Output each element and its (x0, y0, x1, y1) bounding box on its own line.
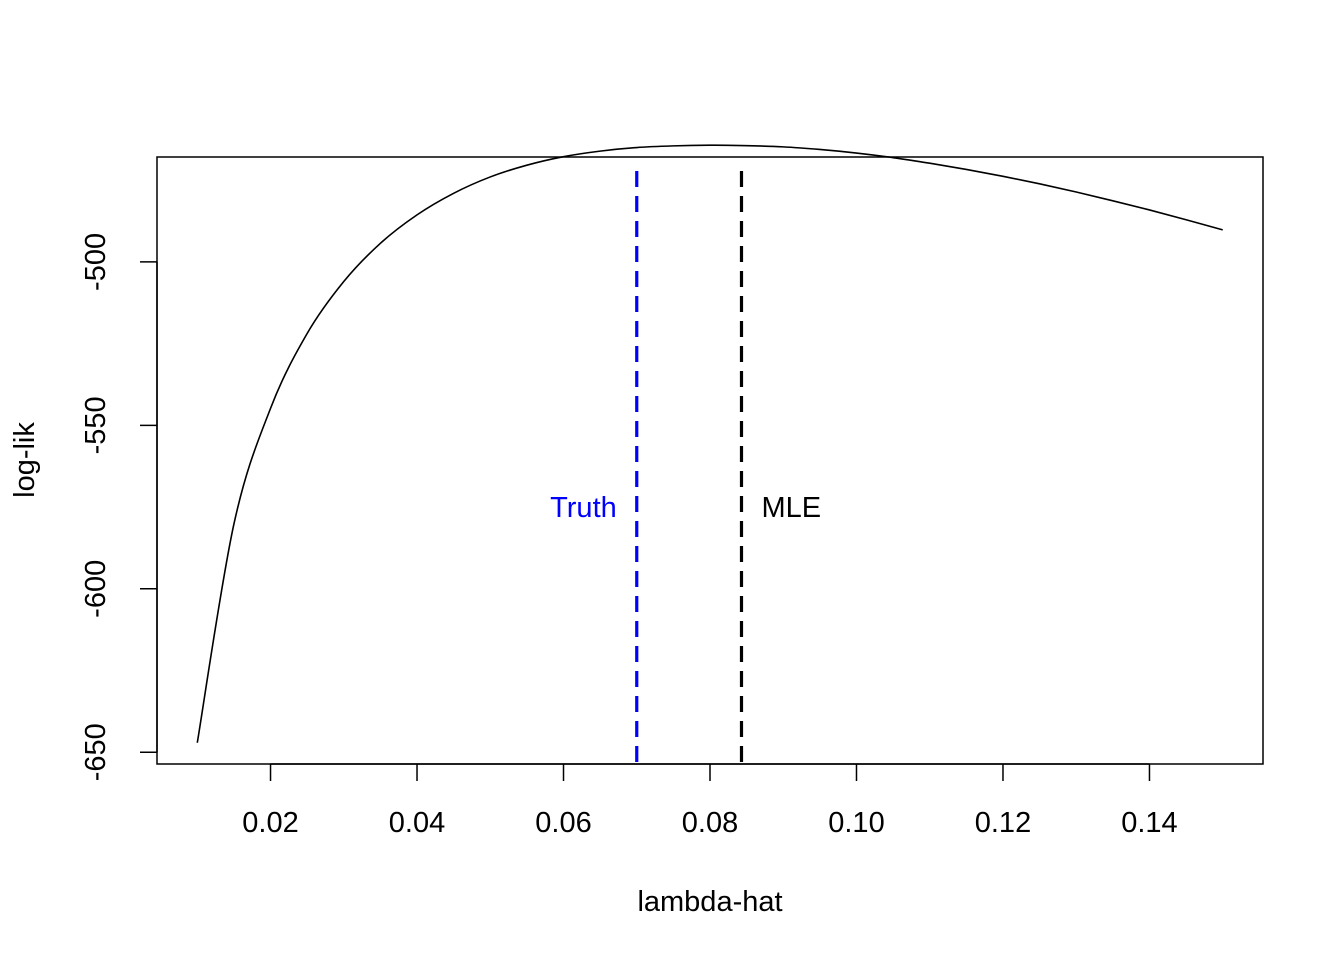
x-tick-label: 0.06 (535, 807, 591, 839)
x-tick-label: 0.14 (1121, 807, 1177, 839)
series-line (196, 144, 1223, 743)
x-tick-label: 0.08 (682, 807, 738, 839)
y-tick-label: -650 (80, 723, 112, 781)
x-tick-label: 0.04 (389, 807, 445, 839)
y-tick-label: -500 (80, 233, 112, 291)
x-tick-label: 0.10 (828, 807, 884, 839)
x-axis: 0.02 0.04 0.06 0.08 0.10 0.12 0.14 (242, 763, 1178, 839)
y-tick-label: -600 (80, 560, 112, 618)
reference-lines: Truth MLE (550, 171, 821, 764)
x-axis-label: lambda-hat (637, 886, 782, 918)
x-tick-label: 0.12 (975, 807, 1031, 839)
x-tick-label: 0.02 (242, 807, 298, 839)
vline-label-truth: Truth (550, 492, 617, 524)
y-tick-label: -550 (80, 396, 112, 454)
plot-frame (156, 156, 1264, 765)
y-axis: -650 -600 -550 -500 (80, 233, 158, 781)
vline-label-mle: MLE (761, 492, 821, 524)
y-axis-label: log-lik (9, 422, 41, 498)
